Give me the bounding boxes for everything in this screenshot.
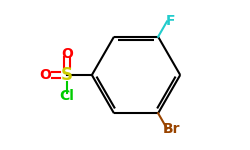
Text: S: S xyxy=(61,66,73,84)
Text: F: F xyxy=(166,14,175,28)
Text: Br: Br xyxy=(162,122,180,136)
Text: Cl: Cl xyxy=(60,89,74,103)
Text: O: O xyxy=(61,47,73,61)
Text: O: O xyxy=(40,68,52,82)
